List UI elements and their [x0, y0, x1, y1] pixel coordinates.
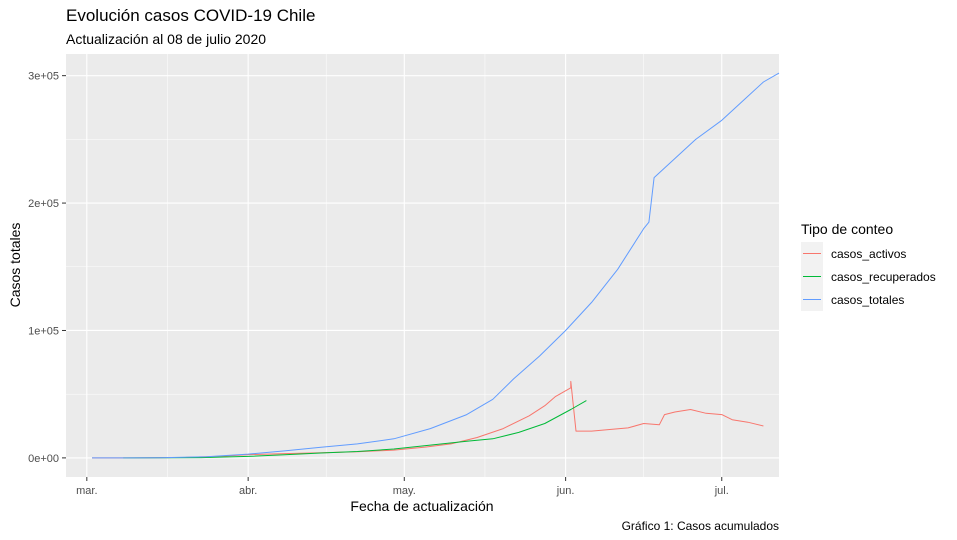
x-tick-label: mar.	[76, 485, 97, 497]
grid-major	[66, 54, 779, 477]
series-line-casos-totales	[91, 72, 780, 459]
x-tick-label: jul.	[714, 485, 729, 497]
y-tick-label: 0e+00	[28, 453, 59, 465]
y-tick-label: 2e+05	[28, 198, 59, 210]
series-line-casos-activos	[92, 380, 764, 459]
y-tick-label: 1e+05	[28, 325, 59, 337]
series-lines	[91, 72, 780, 459]
legend-title: Tipo de conteo	[801, 221, 893, 237]
grid-minor	[66, 54, 779, 477]
legend-item-label: casos_totales	[831, 293, 904, 307]
x-axis: mar. abr. may. jun. jul.	[76, 477, 729, 497]
x-tick-label: abr.	[239, 485, 257, 497]
x-axis-title: Fecha de actualización	[350, 498, 493, 514]
y-tick-label: 3e+05	[28, 71, 59, 83]
y-axis: 0e+00 1e+05 2e+05 3e+05	[28, 71, 66, 465]
chart-subtitle: Actualización al 08 de julio 2020	[66, 31, 267, 47]
x-tick-label: jun.	[556, 485, 575, 497]
y-axis-title: Casos totales	[7, 223, 23, 308]
chart-caption: Gráfico 1: Casos acumulados	[621, 519, 779, 533]
legend: Tipo de conteo casos_activos casos_recupe…	[801, 221, 936, 311]
series-line-casos-recuperados	[123, 400, 587, 459]
plot-panel	[66, 54, 779, 477]
legend-item-label: casos_recuperados	[831, 270, 936, 284]
legend-item-label: casos_activos	[831, 247, 906, 261]
chart-title: Evolución casos COVID-19 Chile	[66, 6, 316, 25]
x-tick-label: may.	[393, 485, 416, 497]
